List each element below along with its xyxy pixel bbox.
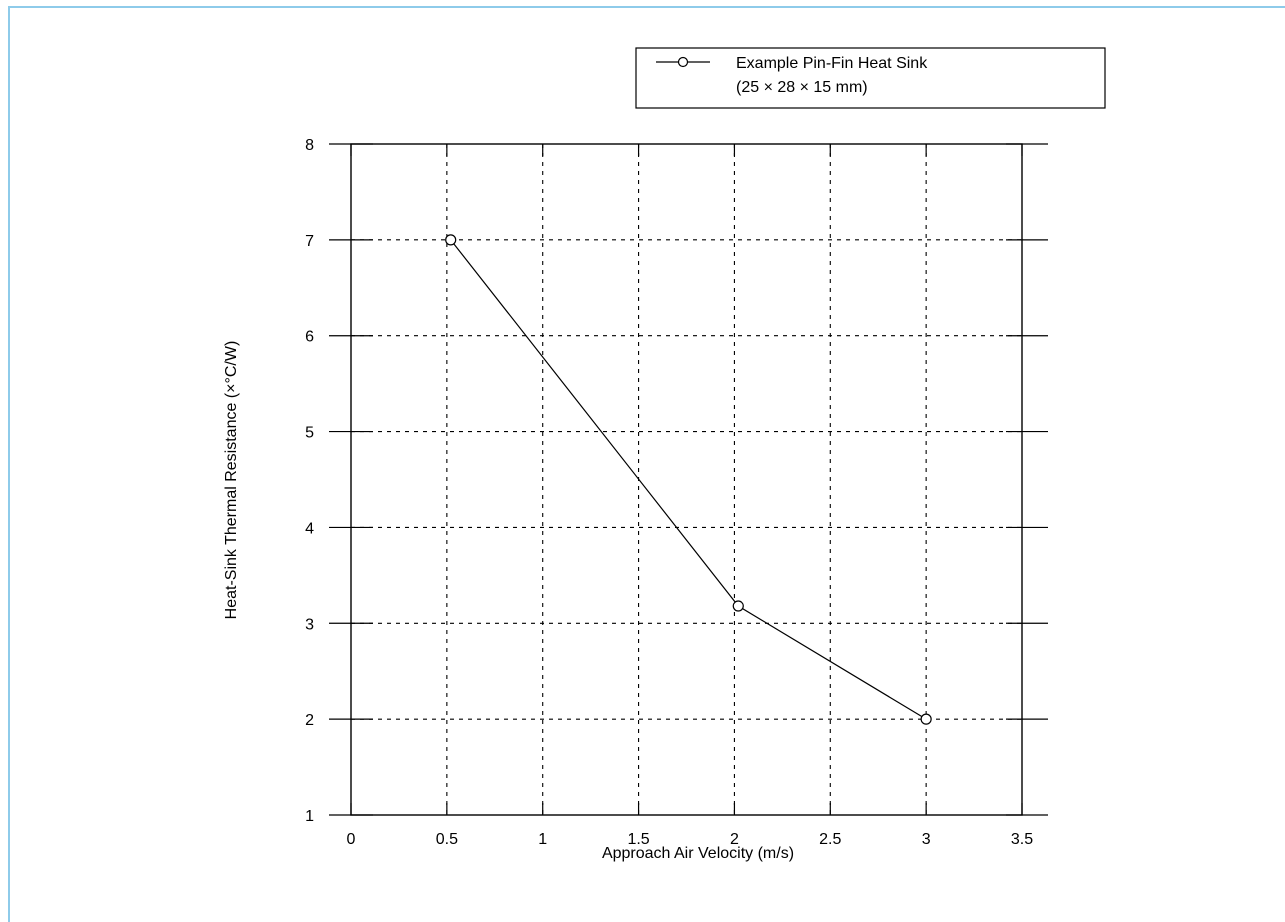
- y-tick-label: 3: [305, 616, 314, 633]
- legend-series-dimensions: (25 × 28 × 15 mm): [736, 79, 868, 96]
- y-tick-label: 7: [305, 233, 314, 250]
- axes: [350, 143, 1023, 816]
- x-axis-label: Approach Air Velocity (m/s): [602, 845, 794, 862]
- data-point: [920, 713, 932, 725]
- x-tick-label: 0: [347, 831, 356, 848]
- plot-area-border: [350, 143, 1023, 816]
- y-tick-label: 8: [305, 137, 314, 154]
- series-layer: [445, 234, 932, 725]
- x-tick-labels: 0 0.5 1 1.5 2 2.5 3 3.5: [347, 831, 1034, 848]
- x-tick-label: 1.5: [627, 831, 649, 848]
- y-tick-label: 1: [305, 808, 314, 825]
- y-tick-label: 4: [305, 520, 314, 537]
- x-tick-label: 2.5: [819, 831, 841, 848]
- data-point: [445, 234, 457, 246]
- y-tick-labels: 1 2 3 4 5 6 7 8: [305, 137, 314, 825]
- legend: Example Pin-Fin Heat Sink (25 × 28 × 15 …: [635, 47, 1106, 109]
- grid: [351, 144, 1022, 815]
- legend-box: [635, 47, 1106, 109]
- x-tick-label: 3: [922, 831, 931, 848]
- series-line: [450, 239, 927, 720]
- figure-frame: [8, 6, 1285, 922]
- data-point: [732, 600, 744, 612]
- y-tick-label: 6: [305, 329, 314, 346]
- x-tick-label: 0.5: [436, 831, 458, 848]
- x-tick-label: 1: [538, 831, 547, 848]
- legend-series-name: Example Pin-Fin Heat Sink: [736, 55, 928, 72]
- legend-marker-sample: [677, 56, 689, 68]
- tick-marks: [329, 143, 1048, 816]
- y-tick-label: 5: [305, 425, 314, 442]
- x-tick-label: 3.5: [1011, 831, 1033, 848]
- x-tick-label: 2: [730, 831, 739, 848]
- y-tick-label: 2: [305, 712, 314, 729]
- y-axis-label: Heat-Sink Thermal Resistance (×°C/W): [223, 341, 240, 620]
